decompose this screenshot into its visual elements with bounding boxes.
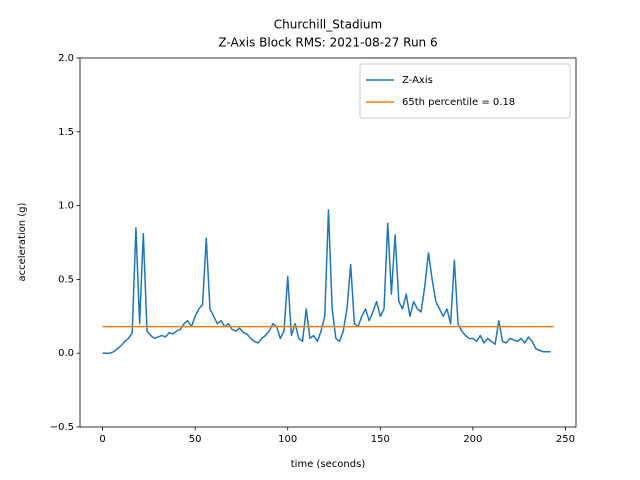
x-tick-label: 0: [99, 434, 105, 445]
y-tick-label: −0.5: [50, 422, 74, 433]
legend-label: 65th percentile = 0.18: [402, 97, 515, 108]
data-line: [102, 209, 551, 354]
y-axis-label: acceleration (g): [17, 202, 28, 281]
chart-subtitle: Z-Axis Block RMS: 2021-08-27 Run 6: [218, 36, 437, 50]
x-tick-label: 200: [463, 434, 482, 445]
y-tick-label: 2.0: [58, 53, 74, 64]
x-axis-label: time (seconds): [291, 459, 366, 470]
legend-label: Z-Axis: [402, 75, 433, 86]
x-tick-label: 150: [371, 434, 390, 445]
x-tick-label: 100: [278, 434, 297, 445]
y-tick-label: 1.5: [58, 127, 74, 138]
legend-box: [359, 63, 571, 119]
chart-title: Churchill_Stadium: [274, 18, 382, 32]
x-tick-label: 250: [556, 434, 575, 445]
y-tick-label: 0.5: [58, 274, 74, 285]
plot-frame: [79, 57, 577, 428]
y-tick-label: 1.0: [58, 201, 74, 212]
y-tick-label: 0.0: [58, 348, 74, 359]
x-tick-label: 50: [189, 434, 202, 445]
